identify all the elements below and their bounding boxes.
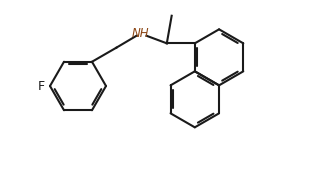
Text: F: F [38,79,45,92]
Text: NH: NH [132,27,149,40]
